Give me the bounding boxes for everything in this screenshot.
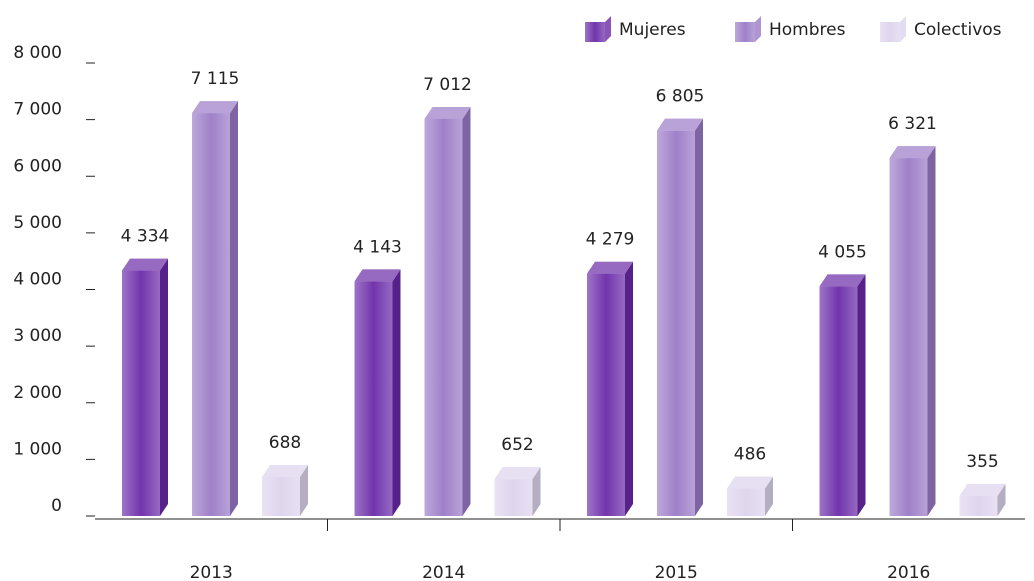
bar-top-shade — [262, 465, 308, 478]
data-label: 4 143 — [353, 237, 402, 257]
data-label: 652 — [501, 435, 533, 455]
bar-top-shade — [959, 483, 1006, 496]
bar-top — [122, 258, 168, 271]
bar-top — [819, 274, 866, 287]
bar-side — [765, 476, 773, 516]
bar-side-shade — [857, 274, 866, 516]
bar-shine — [424, 118, 463, 517]
bar-side-shade — [300, 465, 308, 516]
bar-top — [587, 261, 633, 274]
legend-swatch-shine — [735, 22, 755, 42]
bar-side-shade — [765, 476, 773, 516]
bar-side-shade — [695, 118, 703, 517]
bar-shine — [262, 477, 300, 516]
bar-side — [625, 261, 633, 516]
data-label: 7 012 — [423, 75, 472, 95]
x-tick-label: 2014 — [422, 563, 465, 581]
bar-top — [727, 476, 773, 489]
bar-top-shade — [424, 106, 471, 119]
bar-top-shade — [657, 118, 703, 131]
data-label: 7 115 — [191, 69, 240, 89]
bar-side — [392, 269, 401, 516]
bar-side — [857, 274, 866, 516]
y-tick-label: 0 — [51, 496, 62, 516]
bar-side — [462, 106, 471, 517]
data-label: 6 805 — [656, 87, 705, 107]
bar-side-shade — [532, 467, 541, 516]
legend-label: Hombres — [769, 20, 846, 40]
bar-side-shade — [462, 106, 471, 517]
bar-top-shade — [494, 467, 541, 480]
data-label: 6 321 — [888, 114, 937, 134]
data-label: 4 279 — [586, 230, 635, 250]
bar-shine — [587, 273, 625, 516]
bar-top — [889, 146, 936, 159]
bar-shine — [657, 130, 695, 516]
bar-top — [494, 467, 541, 480]
bar-top — [262, 465, 308, 478]
legend-swatch-side — [605, 16, 611, 42]
bar-top — [354, 269, 401, 282]
bar-shine — [354, 281, 393, 516]
y-tick-label: 2 000 — [13, 383, 62, 403]
bar-side-shade — [230, 101, 238, 516]
legend-label: Mujeres — [619, 20, 686, 40]
legend-swatch-shine — [585, 22, 605, 42]
bar-shine — [819, 286, 858, 516]
y-tick-label: 5 000 — [13, 213, 62, 233]
legend-swatch-shine — [880, 22, 900, 42]
bar-top-shade — [192, 101, 238, 114]
data-label: 4 334 — [121, 227, 170, 247]
bar-side — [927, 146, 936, 517]
bar-side — [997, 483, 1006, 516]
bar-shine — [494, 479, 533, 516]
x-tick-label: 2013 — [190, 563, 233, 581]
x-tick-label: 2015 — [655, 563, 698, 581]
legend-swatch-side — [900, 16, 906, 42]
bar-side — [695, 118, 703, 517]
bar-side-shade — [625, 261, 633, 516]
bar-top — [657, 118, 703, 131]
bar-shine — [959, 495, 998, 516]
data-label: 4 055 — [818, 242, 867, 262]
bar-top-shade — [122, 258, 168, 271]
bar-top — [192, 101, 238, 114]
bar-side-shade — [392, 269, 401, 516]
bar-side-shade — [160, 258, 168, 516]
legend-label: Colectivos — [914, 20, 1002, 40]
y-tick-label: 3 000 — [13, 326, 62, 346]
y-tick-label: 1 000 — [13, 439, 62, 459]
bar-shine — [727, 488, 765, 516]
data-label: 355 — [966, 452, 998, 472]
bar-top — [424, 106, 471, 119]
bar-side — [300, 465, 308, 516]
bar-side-shade — [927, 146, 936, 517]
y-tick-label: 8 000 — [13, 43, 62, 63]
bar-side — [532, 467, 541, 516]
legend-swatch-side — [755, 16, 761, 42]
bar-side — [230, 101, 238, 516]
bar-top-shade — [819, 274, 866, 287]
x-tick-label: 2016 — [887, 563, 930, 581]
bar-top-shade — [889, 146, 936, 159]
y-tick-label: 6 000 — [13, 156, 62, 176]
bar-top — [959, 483, 1006, 496]
y-tick-label: 7 000 — [13, 100, 62, 120]
bar-side-shade — [997, 483, 1006, 516]
bar-side — [160, 258, 168, 516]
bar-shine — [192, 113, 230, 516]
data-label: 486 — [734, 444, 766, 464]
bar-top-shade — [587, 261, 633, 274]
bar-shine — [122, 270, 160, 516]
data-label: 688 — [269, 433, 301, 453]
y-tick-label: 4 000 — [13, 270, 62, 290]
bar-top-shade — [354, 269, 401, 282]
bar-top-shade — [727, 476, 773, 489]
bar-shine — [889, 158, 928, 517]
